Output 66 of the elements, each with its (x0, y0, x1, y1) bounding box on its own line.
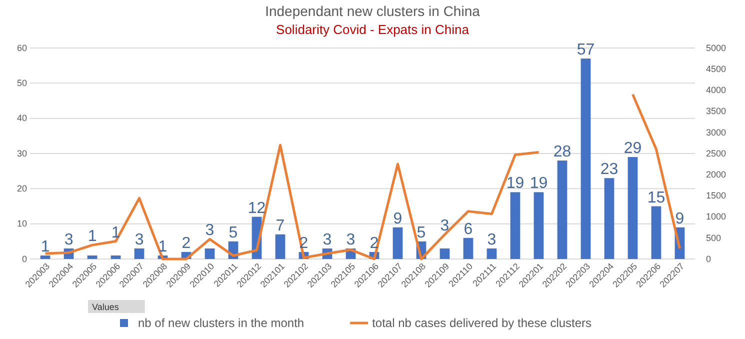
y-tick-label: 40 (16, 113, 27, 124)
y2-tick-label: 0 (706, 254, 712, 264)
data-label: 9 (675, 210, 684, 228)
y-tick-label: 30 (16, 148, 27, 158)
data-label: 1 (88, 228, 97, 246)
bar (604, 178, 614, 259)
y2-tick-label: 1000 (706, 212, 726, 222)
y2-tick-label: 5000 (706, 42, 726, 53)
data-label: 28 (553, 144, 572, 161)
bar (486, 248, 497, 259)
data-label: 5 (416, 224, 426, 242)
bar (534, 192, 544, 259)
y2-tick-label: 2000 (706, 169, 726, 180)
bar (440, 248, 450, 259)
legend-label: total nb cases delivered by these clusters (372, 316, 592, 330)
data-label: 1 (111, 224, 120, 242)
bar (275, 234, 286, 259)
data-label: 7 (276, 217, 285, 234)
bar (110, 255, 121, 259)
data-label: 9 (393, 210, 402, 228)
y-tick-label: 60 (16, 42, 27, 53)
data-label: 3 (205, 222, 214, 240)
y-tick-label: 10 (16, 218, 27, 229)
data-label: 29 (624, 140, 642, 158)
data-label: 3 (487, 231, 496, 248)
data-label: 15 (647, 189, 666, 206)
data-label: 1 (158, 238, 168, 256)
y2-tick-label: 4500 (706, 64, 726, 74)
y2-tick-label: 1500 (706, 190, 726, 201)
text: Values (92, 302, 120, 312)
data-label: 2 (182, 234, 191, 252)
y-tick-label: 20 (16, 184, 27, 194)
bar (392, 227, 403, 259)
y2-tick-label: 2500 (706, 148, 726, 158)
y-tick-label: 0 (22, 254, 27, 264)
data-label: 23 (600, 161, 618, 178)
data-label: 3 (440, 218, 450, 235)
bar (557, 160, 568, 259)
bar (40, 255, 50, 259)
data-label: 3 (322, 231, 332, 248)
bar (204, 248, 215, 259)
bar (134, 248, 144, 259)
bar (87, 255, 98, 259)
bar (651, 206, 662, 259)
data-label: 57 (576, 42, 595, 59)
chart-title: Independant new clusters in China (265, 3, 480, 19)
data-label: 19 (530, 175, 548, 192)
chart-subtitle: Solidarity Covid - Expats in China (276, 22, 470, 37)
y2-tick-label: 3500 (706, 106, 726, 116)
bar (580, 58, 591, 259)
bar (628, 157, 638, 259)
data-label: 19 (506, 175, 524, 192)
data-label: 3 (64, 231, 74, 248)
data-label: 3 (134, 231, 144, 248)
data-label: 3 (346, 231, 356, 248)
data-label: 12 (248, 200, 266, 217)
y2-tick-label: 4000 (706, 85, 726, 96)
y-tick-label: 50 (16, 78, 27, 88)
data-label: 6 (464, 220, 473, 238)
y2-tick-label: 500 (706, 232, 722, 243)
legend-label: nb of new clusters in the month (138, 316, 304, 330)
y2-tick-label: 3000 (706, 127, 726, 138)
data-label: 1 (40, 238, 50, 256)
bar (510, 192, 520, 259)
data-label: 5 (228, 224, 238, 242)
bar (463, 238, 474, 259)
